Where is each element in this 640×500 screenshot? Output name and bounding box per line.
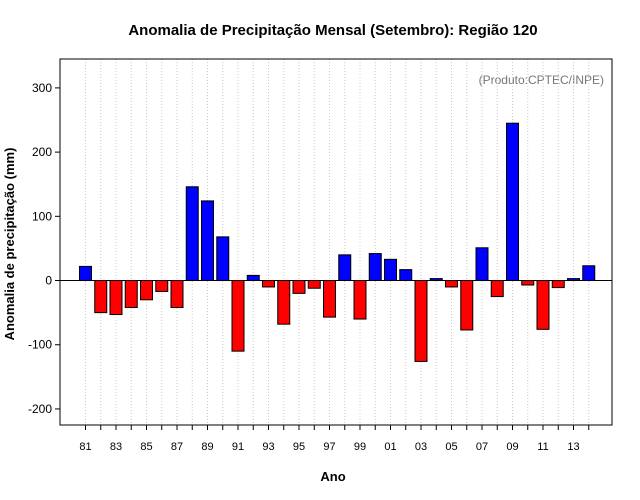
bar-94 <box>277 280 291 325</box>
bar-07 <box>475 247 489 282</box>
x-tick-label: 09 <box>506 441 518 453</box>
bar-06 <box>460 280 474 331</box>
bar-01 <box>384 258 397 282</box>
x-tick-label: 13 <box>567 441 579 453</box>
axes: -200 -100 0 100 200 300 81 83 85 87 89 91 93 95 97 99 01… <box>28 81 612 453</box>
x-tick-label: 05 <box>445 441 457 453</box>
y-tick-label: 200 <box>32 145 52 159</box>
x-axis-label: Ano <box>320 469 345 484</box>
x-tick-label: 95 <box>293 441 305 453</box>
bar-87 <box>170 280 184 308</box>
grid <box>85 59 590 425</box>
y-tick-label: -200 <box>28 402 52 416</box>
bar-85 <box>140 280 153 301</box>
y-axis-label: Anomalia de precipitação (mm) <box>2 148 17 341</box>
bar-95 <box>292 280 306 294</box>
x-tick-label: 91 <box>232 441 244 453</box>
x-tick-label: 93 <box>262 441 274 453</box>
x-tick-label: 89 <box>201 441 213 453</box>
bar-97 <box>323 280 336 318</box>
plot-frame <box>59 58 613 426</box>
x-tick-label: 85 <box>140 441 152 453</box>
bar-08 <box>490 280 504 298</box>
bar-12 <box>551 280 565 289</box>
bar-83 <box>109 280 123 316</box>
bars <box>79 122 596 362</box>
x-tick-label: 03 <box>415 441 427 453</box>
bar-03 <box>414 280 428 362</box>
y-tick-label: 300 <box>32 81 52 95</box>
bar-99 <box>353 280 367 320</box>
bar-10 <box>521 280 535 286</box>
bar-09 <box>506 122 519 282</box>
x-tick-label: 83 <box>110 441 122 453</box>
bar-89 <box>201 200 214 282</box>
chart-title: Anomalia de Precipitação Mensal (Setembr… <box>128 22 537 39</box>
y-tick-label: 100 <box>32 209 52 223</box>
x-tick-label: 81 <box>79 441 91 453</box>
bar-86 <box>155 280 169 292</box>
bar-91 <box>231 280 245 352</box>
x-tick-label: 99 <box>354 441 366 453</box>
bar-81 <box>79 265 92 282</box>
bar-88 <box>185 186 199 282</box>
bar-98 <box>338 254 352 282</box>
bar-14 <box>582 265 596 282</box>
bar-05 <box>445 280 458 288</box>
x-tick-label: 11 <box>537 441 548 453</box>
bar-00 <box>368 253 382 282</box>
x-tick-label: 97 <box>323 441 335 453</box>
bar-93 <box>262 280 275 288</box>
bar-90 <box>216 236 230 282</box>
bar-84 <box>124 280 138 308</box>
bar-96 <box>307 280 321 289</box>
x-tick-label: 87 <box>171 441 183 453</box>
bar-82 <box>94 280 108 314</box>
x-tick-label: 07 <box>476 441 488 453</box>
bar-11 <box>536 280 550 330</box>
bar-92 <box>246 274 260 282</box>
y-tick-label: -100 <box>28 338 52 352</box>
y-tick-label: 0 <box>45 274 52 288</box>
x-tick-label: 01 <box>384 441 396 453</box>
bar-02 <box>399 269 413 282</box>
chart-annotation: (Produto:CPTEC/INPE) <box>479 73 604 87</box>
